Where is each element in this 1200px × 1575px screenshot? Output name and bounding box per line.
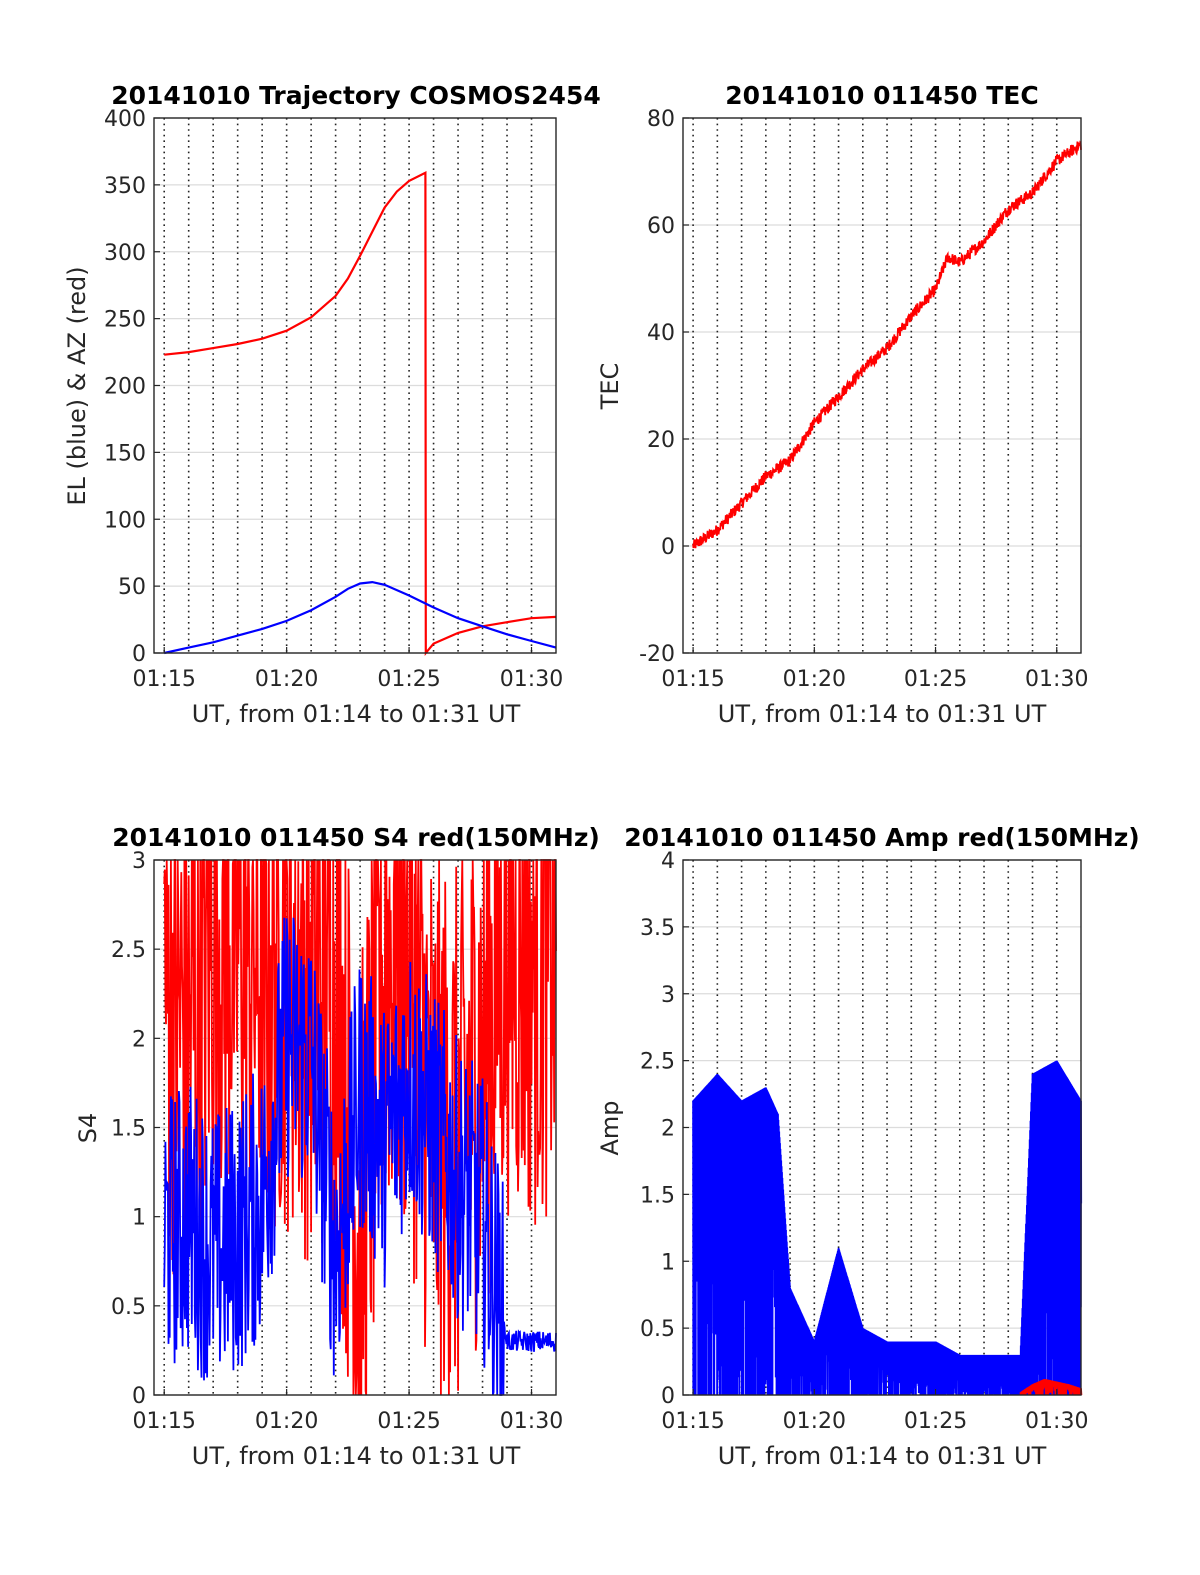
x-tick-label: 01:15: [132, 1409, 195, 1434]
x-tick-label: 01:30: [500, 1409, 563, 1434]
y-tick-label: 80: [647, 107, 675, 132]
y-tick-label: 1: [132, 1206, 146, 1231]
x-axis-label: UT, from 01:14 to 01:31 UT: [718, 1442, 1047, 1470]
y-axis-label: Amp: [596, 1100, 624, 1155]
series-line: [163, 917, 557, 1396]
y-tick-label: 0.5: [111, 1295, 146, 1320]
y-tick-label: 2: [661, 1117, 675, 1142]
panel-tec: 20141010 011450 TEC UT, from 01:14 to 01…: [596, 81, 1088, 728]
y-tick-label: 3.5: [640, 916, 675, 941]
x-tick-label: 01:15: [661, 1409, 724, 1434]
y-tick-label: 3: [661, 983, 675, 1008]
x-tick-label: 01:30: [500, 667, 563, 692]
x-tick-label: 01:20: [783, 667, 846, 692]
x-tick-label: 01:25: [377, 667, 440, 692]
y-tick-label: 1.5: [111, 1117, 146, 1142]
y-tick-label: 100: [104, 508, 146, 533]
series-line: [692, 140, 1082, 549]
x-axis-label: UT, from 01:14 to 01:31 UT: [192, 700, 521, 728]
panel-amp: 20141010 011450 Amp red(150MHz) UT, from…: [596, 823, 1140, 1470]
panel-s4: 20141010 011450 S4 red(150MHz) UT, from …: [74, 823, 600, 1470]
y-tick-label: 300: [104, 241, 146, 266]
y-tick-label: 1.5: [640, 1183, 675, 1208]
y-axis-label: TEC: [596, 363, 624, 411]
y-tick-label: 3: [132, 849, 146, 874]
y-tick-label: 60: [647, 214, 675, 239]
x-tick-label: 01:25: [377, 1409, 440, 1434]
y-tick-label: 200: [104, 375, 146, 400]
y-tick-label: 1: [661, 1250, 675, 1275]
y-tick-label: 0: [661, 535, 675, 560]
y-tick-label: 50: [118, 575, 146, 600]
y-tick-label: -20: [639, 642, 675, 667]
x-axis-label: UT, from 01:14 to 01:31 UT: [718, 700, 1047, 728]
series-line: [1019, 1378, 1083, 1396]
y-tick-label: 0: [132, 642, 146, 667]
y-tick-label: 2: [132, 1027, 146, 1052]
y-tick-label: 0.5: [640, 1317, 675, 1342]
y-tick-label: 400: [104, 107, 146, 132]
x-tick-label: 01:25: [904, 1409, 967, 1434]
y-tick-label: 350: [104, 174, 146, 199]
y-axis-label: S4: [74, 1113, 102, 1144]
series-line: [164, 171, 557, 657]
series-line: [163, 580, 557, 655]
chart-title: 20141010 011450 S4 red(150MHz): [112, 823, 600, 852]
plot-area: [682, 117, 1082, 654]
y-tick-label: 0: [132, 1384, 146, 1409]
series-line: [692, 1060, 1083, 1396]
chart-title: 20141010 011450 TEC: [725, 81, 1038, 110]
y-tick-label: 20: [647, 428, 675, 453]
x-tick-label: 01:15: [132, 667, 195, 692]
y-tick-label: 2.5: [111, 938, 146, 963]
x-tick-label: 01:20: [255, 1409, 318, 1434]
chart-title: 20141010 Trajectory COSMOS2454: [111, 81, 601, 110]
x-tick-label: 01:30: [1025, 1409, 1088, 1434]
y-tick-label: 250: [104, 308, 146, 333]
chart-title: 20141010 011450 Amp red(150MHz): [624, 823, 1140, 852]
x-tick-label: 01:20: [255, 667, 318, 692]
y-tick-label: 40: [647, 321, 675, 346]
x-axis-label: UT, from 01:14 to 01:31 UT: [192, 1442, 521, 1470]
x-tick-label: 01:30: [1025, 667, 1088, 692]
panel-trajectory: 20141010 Trajectory COSMOS2454 UT, from …: [63, 81, 601, 728]
y-axis-label: EL (blue) & AZ (red): [63, 266, 91, 505]
x-tick-label: 01:20: [783, 1409, 846, 1434]
y-tick-label: 150: [104, 441, 146, 466]
x-tick-label: 01:25: [904, 667, 967, 692]
y-tick-label: 2.5: [640, 1050, 675, 1075]
y-tick-label: 4: [661, 849, 675, 874]
x-tick-label: 01:15: [661, 667, 724, 692]
y-tick-label: 0: [661, 1384, 675, 1409]
